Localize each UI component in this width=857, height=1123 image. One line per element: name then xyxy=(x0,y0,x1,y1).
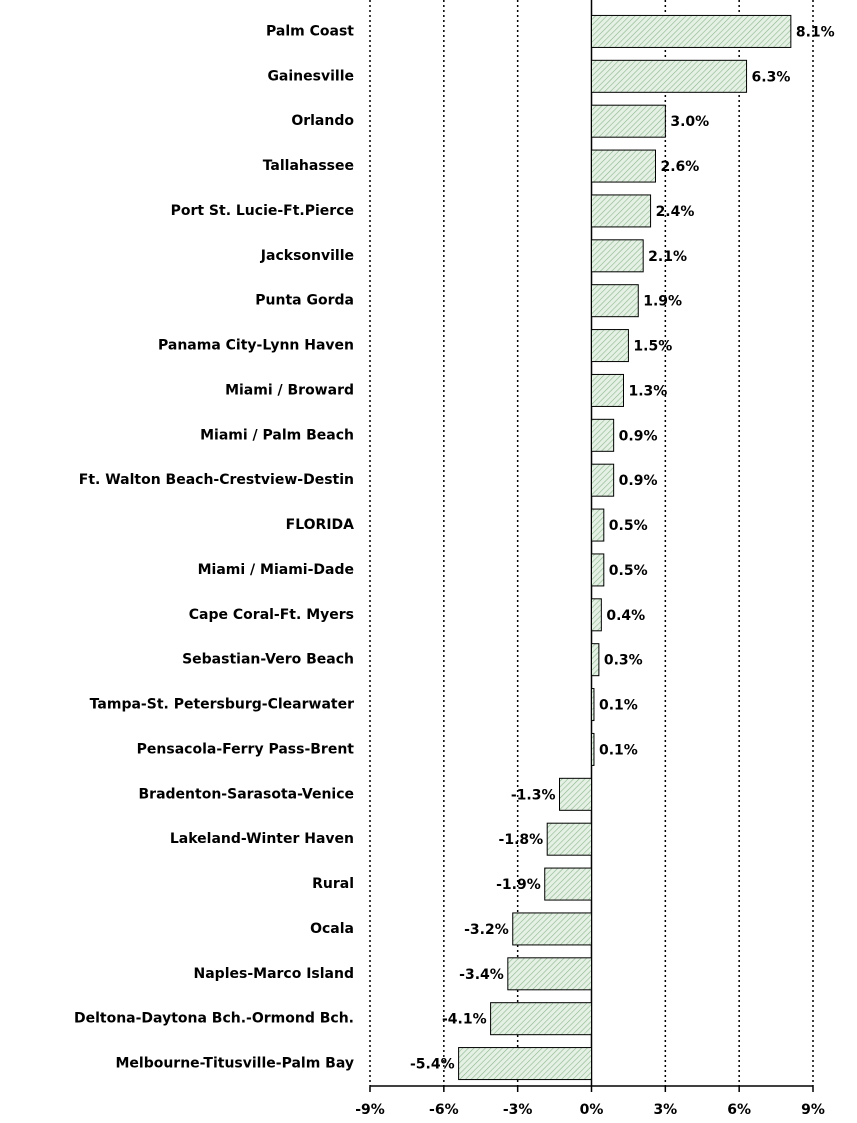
value-label: 0.9% xyxy=(619,428,658,444)
y-tick-label: Panama City-Lynn Haven xyxy=(158,338,354,354)
x-tick-label: -3% xyxy=(503,1102,533,1118)
x-tick-label: 0% xyxy=(580,1102,604,1118)
y-tick-label: Ocala xyxy=(310,921,354,937)
bar xyxy=(591,688,595,722)
value-label: -1.3% xyxy=(511,787,556,803)
value-label: 2.1% xyxy=(648,249,687,265)
bar xyxy=(559,777,592,811)
y-tick-label: Naples-Marco Island xyxy=(194,966,354,982)
bar xyxy=(591,508,605,542)
bar xyxy=(458,1047,592,1081)
bar xyxy=(591,463,615,497)
x-tick-label: 6% xyxy=(727,1102,751,1118)
value-label: 0.3% xyxy=(604,653,643,669)
x-tick-label: -6% xyxy=(429,1102,459,1118)
value-label: -4.1% xyxy=(442,1012,487,1028)
y-tick-label: Tampa-St. Petersburg-Clearwater xyxy=(90,697,354,713)
value-label: -1.9% xyxy=(496,877,541,893)
y-tick-label: Melbourne-Titusville-Palm Bay xyxy=(115,1056,354,1072)
y-tick-label: Deltona-Daytona Bch.-Ormond Bch. xyxy=(74,1011,354,1027)
value-label: 1.5% xyxy=(633,339,672,355)
y-tick-label: Miami / Miami-Dade xyxy=(198,562,354,578)
y-tick-label: Jacksonville xyxy=(260,248,354,264)
value-label: 0.4% xyxy=(606,608,645,624)
x-tick-label: 3% xyxy=(653,1102,677,1118)
value-label: 0.1% xyxy=(599,742,638,758)
value-label: -5.4% xyxy=(410,1057,455,1073)
y-tick-label: Pensacola-Ferry Pass-Brent xyxy=(137,741,355,757)
y-tick-label: FLORIDA xyxy=(286,517,354,533)
y-tick-label: Palm Coast xyxy=(266,23,354,39)
y-tick-label: Cape Coral-Ft. Myers xyxy=(189,607,354,623)
value-label: 6.3% xyxy=(752,69,791,85)
bar xyxy=(591,732,595,766)
bar xyxy=(591,373,624,407)
value-label: 2.4% xyxy=(656,204,695,220)
y-tick-label: Ft. Walton Beach-Crestview-Destin xyxy=(79,472,354,488)
y-tick-label: Miami / Broward xyxy=(225,382,354,398)
value-label: 3.0% xyxy=(670,114,709,130)
y-tick-label: Orlando xyxy=(291,113,354,129)
bar xyxy=(591,284,639,318)
bar xyxy=(591,418,615,452)
bar xyxy=(591,239,644,273)
bar xyxy=(512,912,592,946)
y-tick-label: Lakeland-Winter Haven xyxy=(170,831,354,847)
x-tick-label: -9% xyxy=(355,1102,385,1118)
value-label: 0.5% xyxy=(609,518,648,534)
value-label: 1.9% xyxy=(643,294,682,310)
value-label: 8.1% xyxy=(796,24,835,40)
bar xyxy=(591,598,602,632)
bar xyxy=(591,553,605,587)
bar xyxy=(591,59,748,93)
value-label: 0.5% xyxy=(609,563,648,579)
bar xyxy=(507,957,593,991)
value-label: -1.8% xyxy=(499,832,544,848)
bar xyxy=(591,194,652,228)
value-label: 2.6% xyxy=(660,159,699,175)
bar xyxy=(591,14,792,48)
value-label: 1.3% xyxy=(628,383,667,399)
value-label: 0.9% xyxy=(619,473,658,489)
y-tick-label: Punta Gorda xyxy=(255,293,354,309)
bar xyxy=(591,329,629,363)
y-tick-label: Sebastian-Vero Beach xyxy=(182,652,354,668)
y-tick-label: Rural xyxy=(312,876,354,892)
x-tick-label: 9% xyxy=(801,1102,825,1118)
bar xyxy=(544,867,593,901)
value-label: 0.1% xyxy=(599,698,638,714)
bar xyxy=(591,149,656,183)
y-tick-label: Port St. Lucie-Ft.Pierce xyxy=(171,203,354,219)
bar xyxy=(546,822,593,856)
bar xyxy=(591,104,666,138)
value-label: -3.4% xyxy=(459,967,504,983)
y-tick-label: Gainesville xyxy=(267,68,354,84)
value-label: -3.2% xyxy=(464,922,509,938)
y-tick-label: Bradenton-Sarasota-Venice xyxy=(139,786,354,802)
bar xyxy=(490,1002,593,1036)
y-tick-label: Miami / Palm Beach xyxy=(200,427,354,443)
y-tick-label: Tallahassee xyxy=(263,158,354,174)
bar xyxy=(591,643,600,677)
